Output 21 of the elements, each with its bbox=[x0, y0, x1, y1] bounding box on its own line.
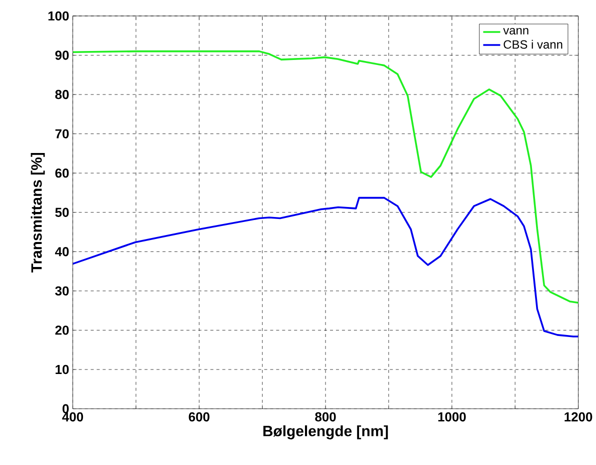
y-axis-title: Transmittans [%] bbox=[30, 153, 45, 273]
legend-label: vann bbox=[503, 28, 528, 35]
y-tick-label: 90 bbox=[55, 50, 69, 60]
x-tick-label: 800 bbox=[315, 412, 336, 422]
y-tick-label: 50 bbox=[55, 208, 69, 218]
y-tick-label: 100 bbox=[48, 12, 69, 21]
x-tick-label: 600 bbox=[188, 412, 210, 422]
y-tick-label: 20 bbox=[55, 326, 69, 335]
line-series bbox=[72, 197, 578, 338]
y-tick-label: 0 bbox=[62, 404, 69, 414]
y-tick-label: 60 bbox=[55, 168, 69, 178]
legend-label: CBS i vann bbox=[504, 40, 562, 49]
y-tick-label: 70 bbox=[55, 129, 69, 139]
y-tick-label: 40 bbox=[55, 247, 69, 256]
y-tick-label: 30 bbox=[55, 286, 69, 296]
x-axis-title: Bølgelengde [nm] bbox=[263, 426, 388, 440]
x-tick-label: 400 bbox=[62, 412, 84, 422]
y-tick-label: 80 bbox=[55, 90, 69, 100]
y-tick-label: 10 bbox=[56, 365, 69, 374]
x-tick-label: 1000 bbox=[438, 412, 466, 422]
x-tick-label: 1200 bbox=[564, 412, 592, 422]
